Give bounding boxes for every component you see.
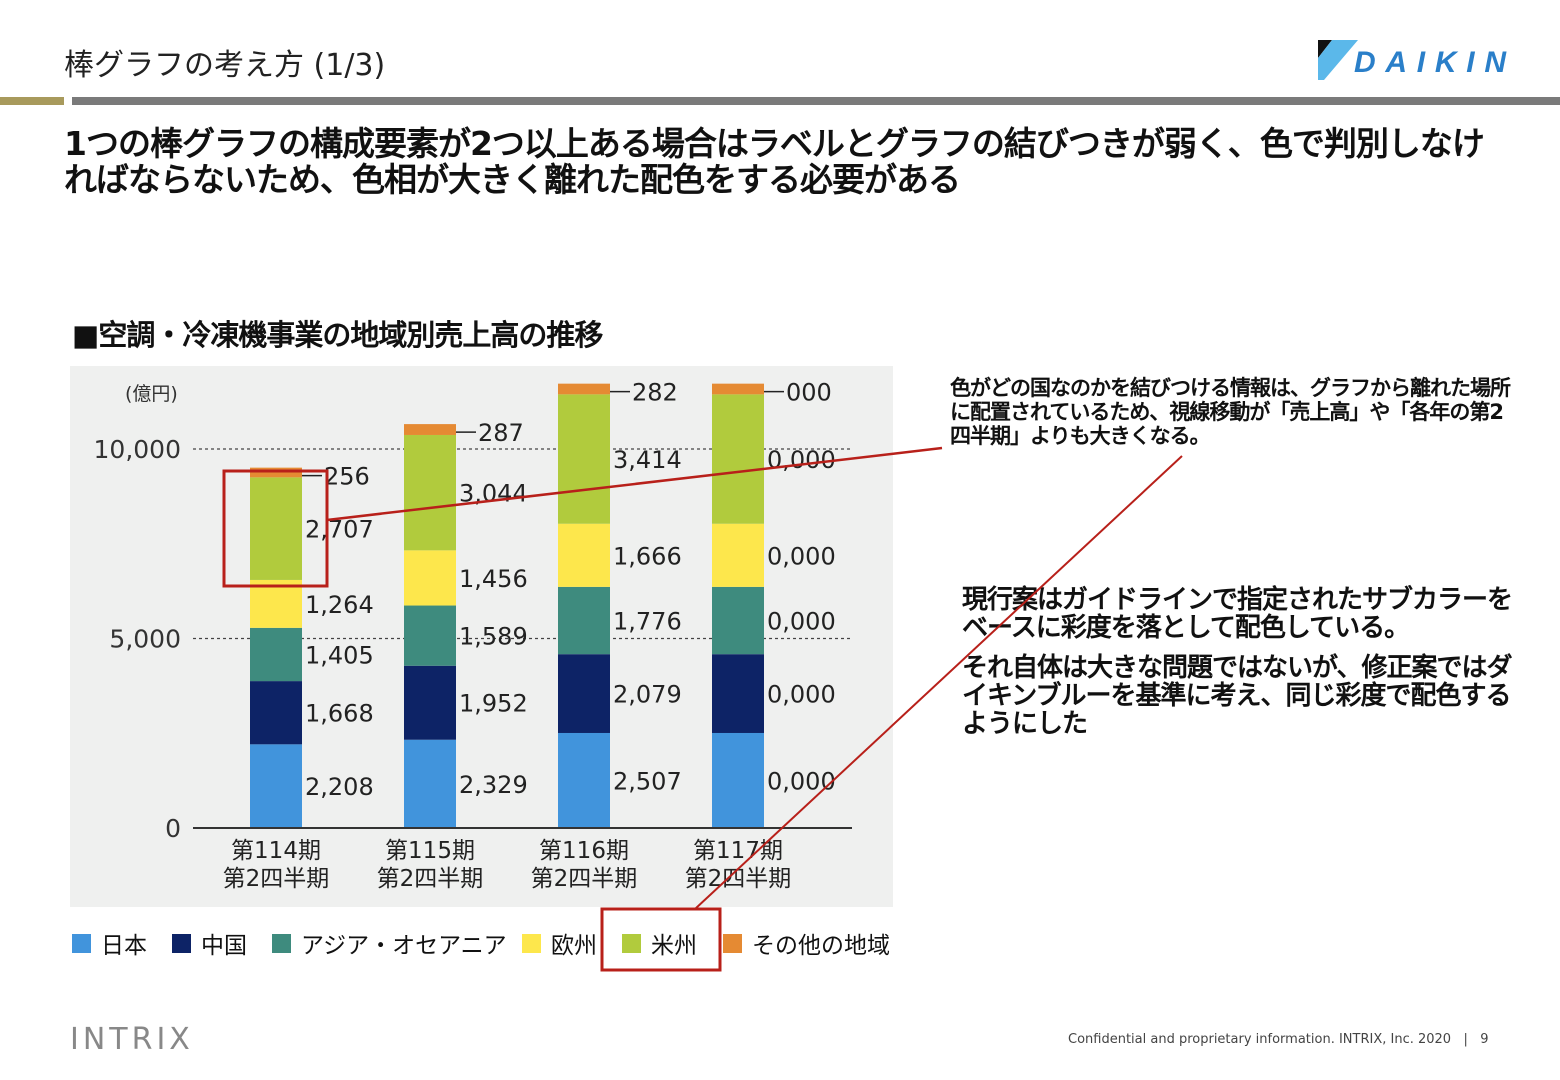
legend-swatch	[272, 933, 291, 953]
data-label: 282	[632, 379, 678, 407]
bar-segment	[558, 383, 610, 395]
legend-swatch	[172, 933, 191, 953]
bar-segment	[250, 477, 302, 580]
footer-text: Confidential and proprietary information…	[1068, 1032, 1489, 1047]
chart-title: ■空調・冷凍機事業の地域別売上高の推移	[72, 318, 603, 352]
legend-label: 米州	[651, 933, 697, 959]
data-label: 1,666	[613, 542, 682, 570]
bar-segment	[250, 627, 302, 682]
legend-swatch	[72, 933, 91, 953]
data-label: 1,264	[305, 591, 374, 619]
data-label: 1,952	[459, 690, 528, 718]
x-tick-label: 第114期	[231, 838, 321, 864]
header-divider	[72, 97, 1560, 105]
data-label: 0,000	[767, 681, 836, 709]
x-tick-label: 第117期	[693, 838, 783, 864]
data-label: 000	[786, 379, 832, 407]
slide-title: 棒グラフの考え方 (1/3)	[64, 48, 386, 83]
bar-segment	[404, 665, 456, 740]
legend-label: その他の地域	[752, 933, 890, 959]
x-tick-label: 第2四半期	[223, 866, 330, 892]
daikin-logo: DAIKIN	[1318, 40, 1507, 80]
bar-segment	[404, 739, 456, 828]
bar-segment	[712, 732, 764, 828]
page-number: 9	[1480, 1032, 1489, 1047]
bar-segment	[250, 681, 302, 745]
header-accent-bar	[0, 97, 64, 105]
bar-segment	[712, 394, 764, 524]
legend-item: 中国	[172, 926, 247, 960]
data-label: 1,589	[459, 623, 528, 651]
legend-label: 欧州	[551, 933, 597, 959]
annotation-note-color: 現行案はガイドラインで指定されたサブカラーをベースに彩度を落として配色している。…	[962, 586, 1522, 750]
legend-item: その他の地域	[723, 926, 890, 960]
legend-item: 日本	[72, 926, 147, 960]
bar-segment	[712, 383, 764, 395]
x-tick-label: 第2四半期	[685, 866, 792, 892]
data-label: 0,000	[767, 446, 836, 474]
bar-segment	[558, 586, 610, 655]
x-tick-label: 第2四半期	[377, 866, 484, 892]
x-tick-label: 第115期	[385, 838, 475, 864]
legend-item: 欧州	[522, 926, 597, 960]
data-label: 2,707	[305, 516, 374, 544]
bar-segment	[250, 579, 302, 628]
bar-segment	[404, 605, 456, 666]
data-label: 3,044	[459, 480, 528, 508]
data-label: 0,000	[767, 767, 836, 795]
bar-segment	[250, 744, 302, 828]
headline: 1つの棒グラフの構成要素が2つ以上ある場合はラベルとグラフの結びつきが弱く、色で…	[64, 124, 1485, 199]
legend-label: 中国	[201, 933, 247, 959]
bar-segment	[404, 550, 456, 606]
data-label: 0,000	[767, 608, 836, 636]
data-label: 1,668	[305, 700, 374, 728]
legend-item: アジア・オセアニア	[272, 926, 507, 960]
data-label: 1,456	[459, 565, 528, 593]
data-label: 2,079	[613, 681, 682, 709]
x-tick-label: 第2四半期	[531, 866, 638, 892]
bar-segment	[404, 434, 456, 551]
legend-label: 日本	[101, 933, 147, 959]
x-tick-label: 第116期	[539, 838, 629, 864]
note-paragraph: 現行案はガイドラインで指定されたサブカラーをベースに彩度を落として配色している。	[962, 585, 1513, 643]
legend-label: アジア・オセアニア	[301, 933, 507, 959]
annotation-note-legend: 色がどの国なのかを結びつける情報は、グラフから離れた場所に配置されているため、視…	[950, 376, 1511, 448]
data-label: 1,405	[305, 641, 374, 669]
bar-segment	[558, 523, 610, 587]
bar-segment	[558, 732, 610, 828]
y-axis-unit: (億円)	[125, 383, 178, 405]
y-tick-label: 5,000	[109, 625, 181, 654]
bar-segment	[558, 654, 610, 733]
data-label: 2,208	[305, 773, 374, 801]
legend-swatch	[723, 933, 742, 953]
data-label: 3,414	[613, 446, 682, 474]
bar-segment	[558, 394, 610, 524]
legend-item: 米州	[622, 926, 697, 960]
data-label: 0,000	[767, 542, 836, 570]
data-label: 2,507	[613, 767, 682, 795]
data-label: 2,329	[459, 771, 528, 799]
bar-segment	[250, 467, 302, 478]
data-label: 287	[478, 419, 524, 447]
intrix-logo: INTRIX	[70, 1022, 194, 1057]
y-tick-label: 0	[165, 814, 181, 843]
data-label: 1,776	[613, 608, 682, 636]
bar-segment	[404, 424, 456, 435]
legend-swatch	[522, 933, 541, 953]
note-paragraph: それ自体は大きな問題ではないが、修正案ではダイキンブルーを基準に考え、同じ彩度で…	[962, 653, 1512, 739]
legend-swatch	[622, 933, 641, 953]
bar-segment	[712, 654, 764, 733]
bar-segment	[712, 523, 764, 587]
y-tick-label: 10,000	[94, 435, 181, 464]
bar-segment	[712, 586, 764, 655]
data-label: 256	[324, 463, 370, 491]
